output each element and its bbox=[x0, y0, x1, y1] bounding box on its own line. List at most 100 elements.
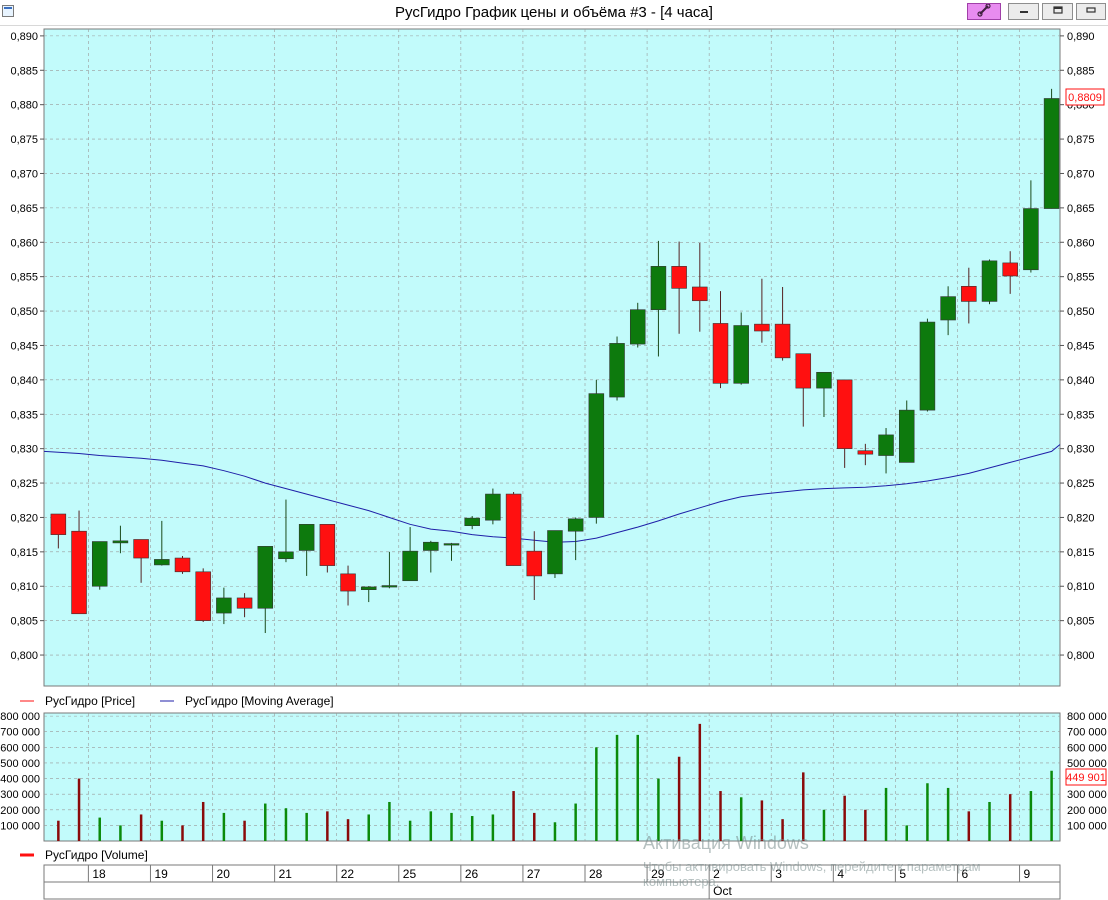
candle-body bbox=[216, 597, 232, 614]
candle bbox=[692, 242, 708, 332]
price-tick-label-right: 0,825 bbox=[1067, 478, 1095, 490]
candle-body bbox=[754, 323, 770, 332]
price-tick-label-left: 0,870 bbox=[10, 168, 38, 180]
price-tick-label-left: 0,885 bbox=[10, 65, 38, 77]
minimize-icon bbox=[1019, 11, 1028, 13]
minimize-button[interactable] bbox=[1008, 3, 1039, 20]
price-tick-label-left: 0,845 bbox=[10, 340, 38, 352]
candle bbox=[754, 278, 770, 343]
volume-bars bbox=[57, 723, 1053, 841]
volume-tick-label-right: 800 000 bbox=[1067, 711, 1107, 723]
volume-tick-label-left: 400 000 bbox=[0, 774, 40, 786]
price-tick-label-right: 0,840 bbox=[1067, 375, 1095, 387]
link-button[interactable] bbox=[967, 3, 1001, 20]
volume-tick-label-left: 300 000 bbox=[0, 789, 40, 801]
time-axis-day-label: 5 bbox=[899, 867, 906, 881]
candle bbox=[836, 379, 853, 468]
candle bbox=[71, 510, 87, 615]
price-legend-background bbox=[0, 687, 1108, 711]
candle bbox=[154, 520, 170, 566]
candle-body bbox=[816, 371, 832, 389]
candle-body bbox=[981, 260, 998, 302]
time-axis-month-label: Oct bbox=[713, 884, 732, 898]
candle bbox=[567, 517, 584, 561]
restore-icon bbox=[1052, 6, 1063, 14]
candle bbox=[278, 499, 294, 563]
candle-body bbox=[423, 541, 439, 551]
time-axis-day-label: 25 bbox=[403, 867, 417, 881]
windows-activation-watermark-title: Активация Windows bbox=[643, 833, 809, 853]
candle bbox=[629, 302, 646, 348]
candle bbox=[319, 524, 336, 573]
candle-body bbox=[402, 550, 418, 582]
candle-body bbox=[919, 321, 936, 411]
candle-body bbox=[588, 393, 605, 518]
candle bbox=[898, 400, 915, 463]
moving-average-line bbox=[43, 444, 1061, 543]
price-tick-label-right: 0,835 bbox=[1067, 409, 1095, 421]
candle bbox=[257, 546, 274, 634]
candle bbox=[236, 593, 253, 618]
price-tick-label-left: 0,865 bbox=[10, 203, 38, 215]
restore-button[interactable] bbox=[1042, 3, 1073, 20]
candle-body bbox=[381, 585, 398, 588]
volume-tick-label-left: 100 000 bbox=[0, 820, 40, 832]
candle-body bbox=[857, 450, 874, 455]
candle bbox=[174, 555, 191, 574]
candle bbox=[588, 379, 605, 524]
candle-body bbox=[133, 539, 149, 559]
price-tick-label-right: 0,865 bbox=[1067, 203, 1095, 215]
price-tick-label-left: 0,815 bbox=[10, 547, 38, 559]
candle bbox=[402, 527, 418, 582]
candle bbox=[1043, 88, 1060, 209]
time-axis-day-label: 9 bbox=[1024, 867, 1031, 881]
candle bbox=[195, 568, 211, 623]
candle-body bbox=[1023, 208, 1039, 271]
candle bbox=[381, 551, 398, 589]
price-y-axis-right: 0,8900,8850,8800,8750,8700,8650,8600,855… bbox=[1060, 31, 1095, 662]
candle bbox=[816, 371, 832, 418]
time-axis-day-label: 3 bbox=[775, 867, 782, 881]
price-tick-label-right: 0,820 bbox=[1067, 512, 1095, 524]
candle-body bbox=[526, 550, 543, 577]
candle bbox=[878, 428, 894, 474]
candle bbox=[671, 241, 687, 334]
price-tick-label-left: 0,825 bbox=[10, 478, 38, 490]
ma-legend-label: РусГидро [Moving Average] bbox=[185, 694, 334, 708]
candle bbox=[1002, 251, 1018, 294]
candle bbox=[1023, 180, 1039, 273]
price-tick-label-left: 0,850 bbox=[10, 306, 38, 318]
time-axis-day-label: 29 bbox=[651, 867, 665, 881]
price-tick-label-left: 0,800 bbox=[10, 650, 38, 662]
candle bbox=[650, 240, 667, 357]
candle-body bbox=[878, 434, 894, 456]
price-last-value-box bbox=[1065, 88, 1105, 106]
volume-tick-label-left: 800 000 bbox=[0, 711, 40, 723]
volume-tick-label-left: 200 000 bbox=[0, 805, 40, 817]
time-axis-day-label: 18 bbox=[92, 867, 106, 881]
candle-body bbox=[91, 541, 108, 587]
time-axis-labels: 18 19 20 21 22 25 26 27 28 29 2 3 4 5 6 9 Oct bbox=[87, 865, 1031, 899]
candle-body bbox=[692, 286, 708, 302]
candle bbox=[91, 541, 108, 590]
price-tick-label-right: 0,805 bbox=[1067, 616, 1095, 628]
volume-tick-label-left: 500 000 bbox=[0, 758, 40, 770]
candle bbox=[981, 259, 998, 305]
candle-body bbox=[174, 557, 191, 573]
price-tick-label-right: 0,850 bbox=[1067, 306, 1095, 318]
candle-body bbox=[443, 543, 460, 546]
price-y-axis-left: 0,890 0,885 0,880 0,875 0,870 0,865 0,860 0,855… bbox=[10, 31, 44, 662]
price-tick-label-left: 0,840 bbox=[10, 375, 38, 387]
candle-body bbox=[50, 513, 67, 535]
price-tick-label-left: 0,835 bbox=[10, 409, 38, 421]
time-axis-day-label: 6 bbox=[961, 867, 968, 881]
candle-body bbox=[278, 551, 294, 560]
volume-legend-background bbox=[0, 842, 1108, 864]
candle-body bbox=[547, 530, 563, 575]
candle-body bbox=[505, 493, 522, 566]
candle bbox=[774, 286, 791, 361]
price-tick-label-right: 0,890 bbox=[1067, 31, 1095, 43]
candle-body bbox=[836, 379, 853, 449]
volume-last-value-box bbox=[1065, 768, 1107, 786]
close-button[interactable] bbox=[1076, 3, 1106, 20]
